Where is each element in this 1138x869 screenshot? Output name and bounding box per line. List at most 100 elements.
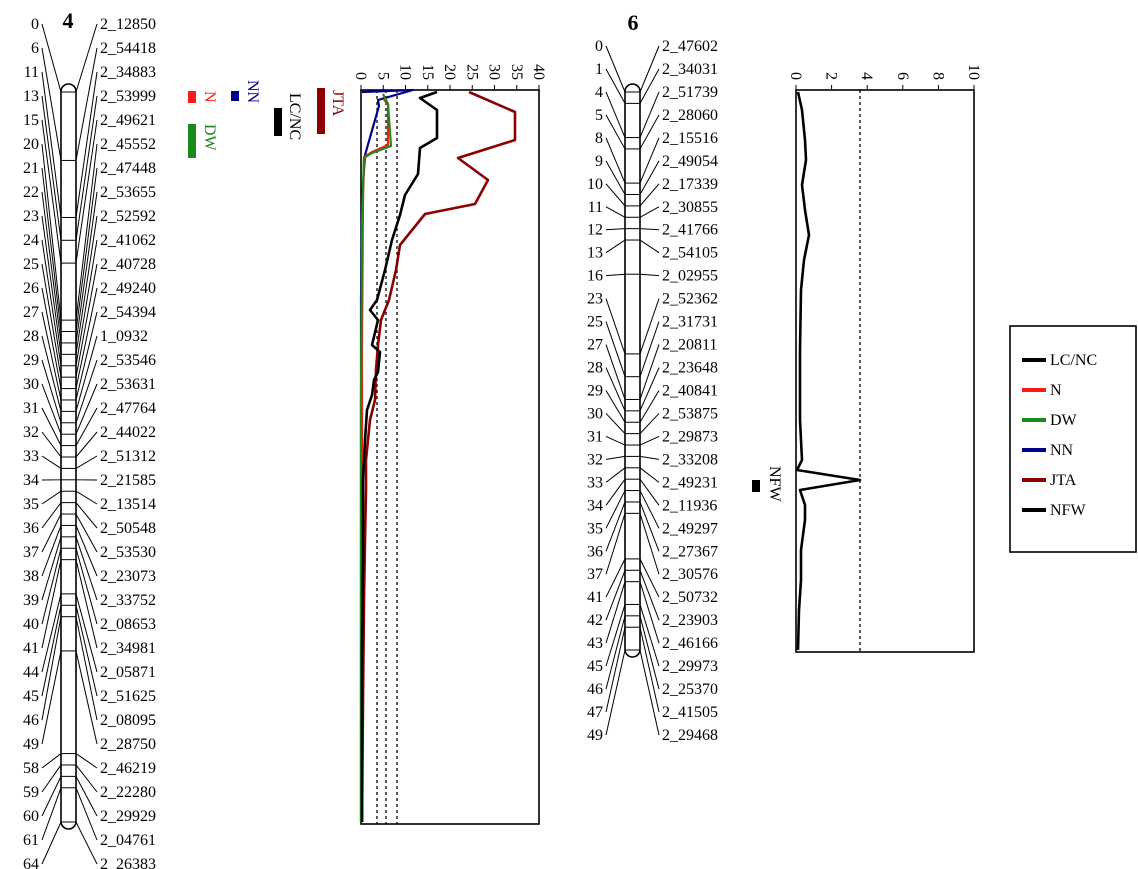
x-axis-ticks-chr4: 0 5 10 15 20 25 30 35 40: [352, 64, 547, 90]
position-label: 5: [595, 107, 603, 124]
position-label: 11: [24, 64, 39, 81]
position-label: 10: [587, 176, 603, 193]
marker-connector: [639, 478, 660, 506]
marker-label: 2_50732: [662, 589, 718, 606]
position-label: 13: [587, 245, 603, 262]
position-label: 30: [23, 376, 39, 393]
position-label: 61: [23, 832, 39, 849]
marker-connector: [75, 359, 98, 423]
position-label: 26: [23, 280, 39, 297]
marker-connector: [75, 559, 98, 649]
position-connector: [41, 525, 62, 577]
position-connector: [41, 311, 62, 401]
position-label: 35: [587, 520, 603, 537]
position-connector: [41, 263, 62, 378]
x-axis-ticks-chr6: 0 2 4 6 8 10: [787, 64, 982, 90]
lod-plot-chr4: 0 5 10 15 20 25 30 35 40: [352, 64, 547, 825]
position-label: 45: [587, 658, 603, 675]
position-connector: [41, 559, 62, 649]
marker-label: 2_15516: [662, 130, 718, 147]
position-connector: [605, 435, 626, 446]
marker-label: 2_34031: [662, 61, 718, 78]
position-label: 22: [23, 184, 39, 201]
qtl-bar-nn: [231, 91, 239, 101]
marker-label: 2_33208: [662, 451, 718, 468]
position-label: 40: [23, 616, 39, 633]
position-label: 23: [23, 208, 39, 225]
marker-connector: [639, 513, 660, 575]
marker-connector: [75, 616, 98, 721]
position-label: 43: [587, 635, 603, 652]
marker-label: 2_13514: [100, 496, 156, 513]
position-connector: [605, 68, 626, 104]
marker-label: 1_0932: [100, 328, 148, 345]
marker-connector: [639, 321, 660, 377]
marker-label: 2_49621: [100, 112, 156, 129]
position-label: 31: [23, 400, 39, 417]
marker-connector: [75, 525, 98, 577]
position-connector: [605, 455, 626, 460]
position-connector: [41, 119, 62, 264]
marker-connector: [75, 335, 98, 412]
position-label: 4: [595, 84, 603, 101]
marker-label: 2_41766: [662, 222, 718, 239]
marker-label: 2_53875: [662, 405, 718, 422]
position-connector: [41, 490, 62, 505]
marker-connector: [639, 367, 660, 412]
position-connector: [41, 753, 62, 769]
position-label: 37: [23, 544, 39, 561]
marker-label: 2_54418: [100, 40, 156, 57]
marker-label: 2_20811: [662, 337, 717, 354]
position-connector: [41, 431, 62, 458]
marker-label: 2_17339: [662, 176, 718, 193]
position-label: 46: [587, 681, 603, 698]
series-chr6: [795, 91, 862, 651]
qtl-bar-jta: [317, 88, 325, 134]
marker-connector: [75, 821, 98, 865]
chromosome-6-connectors: [605, 45, 660, 736]
marker-connector: [75, 776, 98, 817]
chromosome-6-qtl-bars: NFW: [752, 466, 783, 502]
qtl-bar-n: [188, 91, 196, 103]
marker-label: 2_21585: [100, 472, 156, 489]
position-label: 21: [23, 160, 39, 177]
position-connector: [605, 91, 626, 138]
series-dw: [359, 93, 393, 822]
series-nn: [359, 88, 415, 822]
marker-connector: [639, 273, 660, 277]
position-connector: [41, 593, 62, 673]
position-label: 37: [587, 566, 603, 583]
position-label: 36: [23, 520, 39, 537]
qtl-label-lcnc: LC/NC: [286, 93, 303, 140]
position-label: 46: [23, 712, 39, 729]
position-label: 64: [23, 856, 39, 869]
marker-connector: [75, 47, 98, 161]
marker-connector: [639, 228, 660, 231]
marker-connector: [639, 183, 660, 207]
x-tick-label: 0: [787, 72, 804, 80]
marker-connector: [75, 593, 98, 673]
position-connector: [605, 367, 626, 412]
position-label: 23: [587, 291, 603, 308]
marker-label: 2_26383: [100, 856, 156, 869]
marker-connector: [75, 143, 98, 321]
position-connector: [41, 455, 62, 469]
marker-connector: [75, 23, 98, 93]
position-label: 16: [587, 268, 603, 285]
position-connector: [41, 359, 62, 423]
position-connector: [605, 137, 626, 184]
lod-plot-chr6: 0 2 4 6 8 10: [787, 64, 982, 653]
position-label: 27: [587, 337, 603, 354]
marker-connector: [639, 570, 660, 621]
position-connector: [41, 239, 62, 366]
qtl-bar-nfw: [752, 480, 760, 492]
position-connector: [41, 536, 62, 601]
marker-connector: [75, 548, 98, 625]
marker-label: 2_27367: [662, 543, 718, 560]
marker-connector: [75, 490, 98, 505]
position-connector: [605, 298, 626, 355]
position-label: 13: [23, 88, 39, 105]
marker-label: 2_11936: [662, 497, 717, 514]
position-label: 25: [587, 314, 603, 331]
qtl-bar-lcnc: [274, 108, 282, 136]
